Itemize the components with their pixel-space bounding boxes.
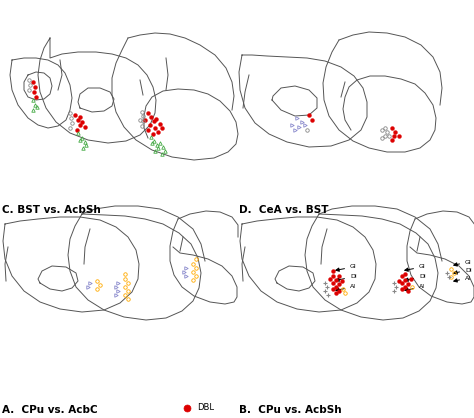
Text: DI: DI	[405, 275, 426, 281]
Text: DBL: DBL	[197, 403, 214, 412]
Text: D.  CeA vs. BST: D. CeA vs. BST	[239, 205, 329, 215]
Text: DI: DI	[336, 275, 357, 281]
Text: A.  CPu vs. AcbC: A. CPu vs. AcbC	[2, 405, 98, 415]
Text: B.  CPu vs. AcbSh: B. CPu vs. AcbSh	[239, 405, 342, 415]
Text: AI: AI	[454, 275, 471, 282]
Text: C. BST vs. AcbSh: C. BST vs. AcbSh	[2, 205, 101, 215]
Text: DI: DI	[454, 268, 472, 274]
Text: AI: AI	[405, 285, 425, 291]
Text: GI: GI	[336, 265, 357, 271]
Text: GI: GI	[454, 260, 472, 266]
Text: AI: AI	[336, 285, 356, 291]
Text: GI: GI	[405, 265, 426, 271]
